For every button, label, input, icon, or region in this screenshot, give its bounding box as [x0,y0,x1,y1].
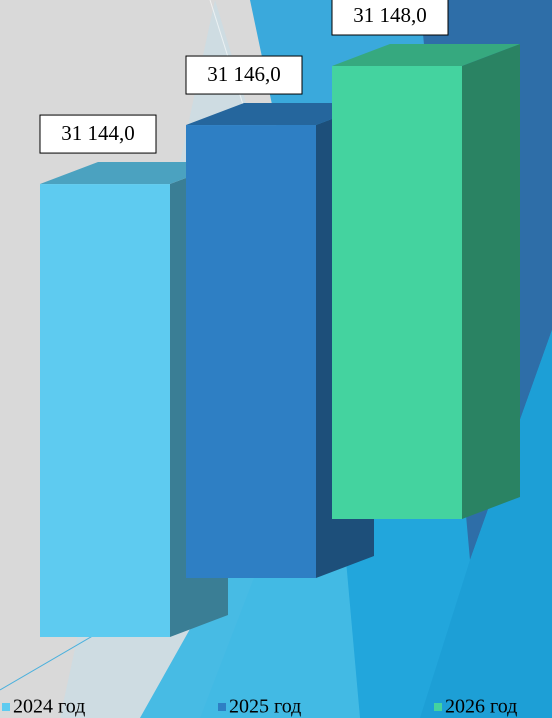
legend-swatch [434,703,442,711]
bar-top [40,162,228,185]
legend-label: 2024 год [13,696,85,718]
data-label: 31 148,0 [353,3,427,27]
data-label: 31 144,0 [61,121,135,145]
bar-side [462,44,520,519]
legend-swatch [2,703,10,711]
legend-label: 2026 год [445,696,517,718]
data-label-box [185,55,303,95]
legend-label: 2025 год [229,696,301,718]
data-label: 31 146,0 [207,62,281,86]
bar: 31 148,0 [331,0,520,519]
bar-front [40,184,170,637]
data-label-box [39,114,157,154]
data-label-box [331,0,449,36]
bar-front [186,125,316,578]
bar-top [186,103,374,126]
bar-top [332,44,520,66]
bar-front [332,66,462,519]
legend-swatch [218,703,226,711]
